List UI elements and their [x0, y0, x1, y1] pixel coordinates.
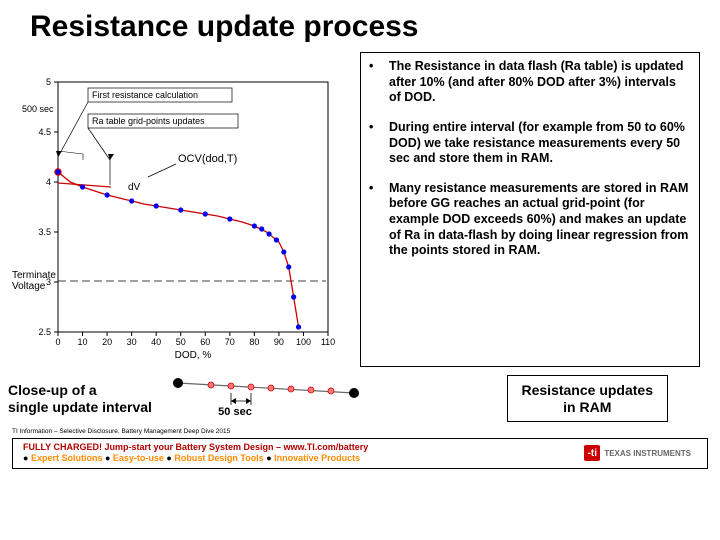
svg-text:50 sec: 50 sec: [218, 406, 252, 418]
svg-text:40: 40: [151, 337, 161, 347]
ram-updates-label: Resistance updatesin RAM: [507, 375, 669, 423]
dod-ocv-chart: 01020304050607080901001102.533.544.55DOD…: [8, 52, 348, 362]
svg-text:110: 110: [321, 337, 335, 347]
svg-text:0: 0: [55, 337, 60, 347]
svg-text:60: 60: [200, 337, 210, 347]
svg-text:OCV(dod,T): OCV(dod,T): [178, 153, 237, 165]
bullet-list: •The Resistance in data flash (Ra table)…: [369, 59, 691, 259]
footer-banner: FULLY CHARGED! Jump-start your Battery S…: [12, 438, 708, 469]
svg-text:50: 50: [176, 337, 186, 347]
footer-text: FULLY CHARGED! Jump-start your Battery S…: [23, 442, 368, 465]
svg-text:20: 20: [102, 337, 112, 347]
svg-text:2.5: 2.5: [38, 327, 51, 337]
closeup-row: Close-up of asingle update interval 50 s…: [0, 367, 720, 426]
bullet-panel: •The Resistance in data flash (Ra table)…: [360, 52, 700, 367]
chart-area: 01020304050607080901001102.533.544.55DOD…: [8, 52, 348, 367]
ti-logo-text: TEXAS INSTRUMENTS: [604, 449, 691, 458]
svg-text:100: 100: [296, 337, 311, 347]
ti-logo: -ti TEXAS INSTRUMENTS: [584, 445, 697, 461]
closeup-label: Close-up of asingle update interval: [8, 382, 158, 416]
svg-text:500 sec: 500 sec: [22, 104, 54, 114]
slide-title: Resistance update process: [0, 0, 720, 44]
closeup-interval-chart: 50 sec: [166, 371, 366, 426]
svg-text:3.5: 3.5: [38, 227, 51, 237]
bullet-item: •Many resistance measurements are stored…: [369, 181, 691, 259]
svg-text:Ra table grid-points updates: Ra table grid-points updates: [92, 116, 205, 126]
svg-text:70: 70: [225, 337, 235, 347]
svg-text:dV: dV: [128, 182, 141, 193]
svg-text:10: 10: [78, 337, 88, 347]
svg-text:4.5: 4.5: [38, 127, 51, 137]
svg-text:30: 30: [127, 337, 137, 347]
svg-text:90: 90: [274, 337, 284, 347]
svg-text:5: 5: [46, 77, 51, 87]
svg-text:DOD, %: DOD, %: [175, 350, 212, 361]
bullet-item: •The Resistance in data flash (Ra table)…: [369, 59, 691, 106]
bullet-item: •During entire interval (for example fro…: [369, 120, 691, 167]
footer-line2: ● Expert Solutions ● Easy-to-use ● Robus…: [23, 453, 368, 464]
svg-text:4: 4: [46, 177, 51, 187]
footer-disclosure: TI Information – Selective Disclosure. B…: [0, 426, 720, 435]
svg-text:First resistance calculation: First resistance calculation: [92, 90, 198, 100]
svg-text:80: 80: [249, 337, 259, 347]
main-content: 01020304050607080901001102.533.544.55DOD…: [0, 44, 720, 367]
footer-line1: FULLY CHARGED! Jump-start your Battery S…: [23, 442, 368, 453]
